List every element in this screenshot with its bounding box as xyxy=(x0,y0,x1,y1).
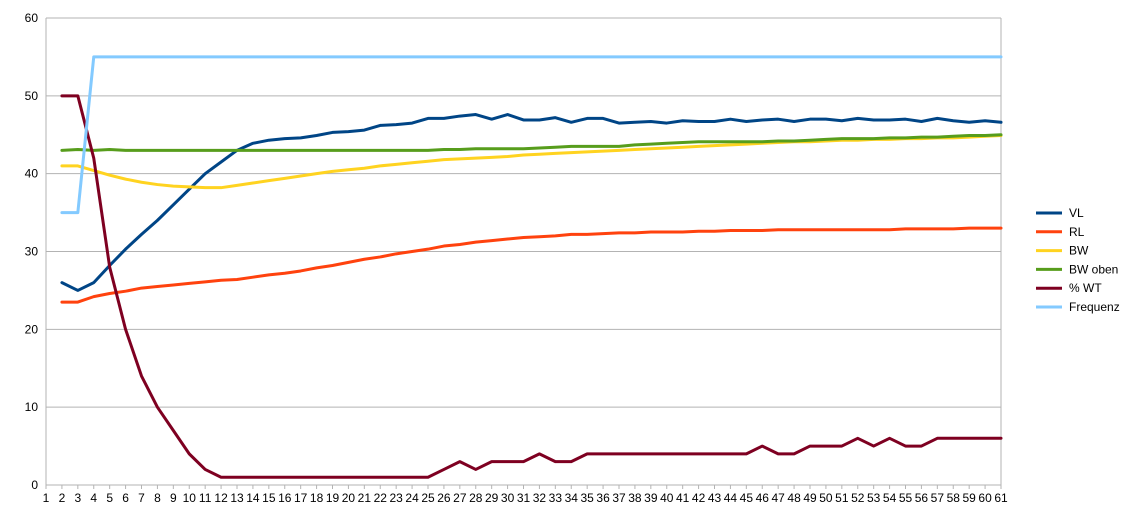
x-tick-label: 20 xyxy=(342,491,356,505)
series-group xyxy=(60,55,1003,479)
x-tick-label: 2 xyxy=(59,491,66,505)
x-tick-label: 13 xyxy=(230,491,244,505)
x-tick-label: 4 xyxy=(90,491,97,505)
x-tick-label: 40 xyxy=(660,491,674,505)
series-line-wt xyxy=(60,94,1003,479)
axes xyxy=(45,18,1002,489)
y-tick-label: 60 xyxy=(25,11,39,25)
x-tick-label: 12 xyxy=(214,491,228,505)
x-tick-label: 44 xyxy=(724,491,738,505)
x-tick-label: 59 xyxy=(962,491,976,505)
x-tick-label: 5 xyxy=(106,491,113,505)
x-tick-label: 27 xyxy=(453,491,467,505)
x-tick-label: 49 xyxy=(803,491,817,505)
x-tick-label: 16 xyxy=(278,491,292,505)
x-tick-label: 60 xyxy=(978,491,992,505)
x-tick-label: 26 xyxy=(437,491,451,505)
x-tick-label: 18 xyxy=(310,491,324,505)
x-tick-label: 58 xyxy=(947,491,961,505)
series-line-rl xyxy=(60,226,1003,304)
x-tick-label: 45 xyxy=(740,491,754,505)
y-tick-label: 10 xyxy=(25,400,39,414)
x-tick-label: 35 xyxy=(580,491,594,505)
legend-label-frequenz: Frequenz xyxy=(1069,300,1120,314)
x-tick-label: 28 xyxy=(469,491,483,505)
x-tick-label: 39 xyxy=(644,491,658,505)
x-tick-label: 9 xyxy=(170,491,177,505)
x-tick-label: 15 xyxy=(262,491,276,505)
x-tick-label: 47 xyxy=(771,491,785,505)
x-tick-label: 41 xyxy=(676,491,690,505)
x-tick-label: 42 xyxy=(692,491,706,505)
x-tick-label: 24 xyxy=(405,491,419,505)
x-tick-label: 29 xyxy=(485,491,499,505)
legend-label-wt: % WT xyxy=(1069,281,1102,295)
legend-label-bw: BW xyxy=(1069,244,1089,258)
x-tick-label: 46 xyxy=(756,491,770,505)
series-line-vl xyxy=(60,113,1003,292)
x-tick-label: 17 xyxy=(294,491,308,505)
x-tick-label: 25 xyxy=(421,491,435,505)
x-tick-label: 48 xyxy=(787,491,801,505)
y-axis-tick-labels: 0 10 20 30 40 50 60 xyxy=(25,11,39,492)
x-tick-label: 23 xyxy=(389,491,403,505)
x-tick-label: 1 xyxy=(43,491,50,505)
x-tick-label: 53 xyxy=(867,491,881,505)
x-tick-label: 56 xyxy=(915,491,929,505)
x-tick-label: 11 xyxy=(199,491,212,505)
x-tick-label: 33 xyxy=(549,491,563,505)
y-tick-label: 30 xyxy=(25,245,39,259)
x-tick-label: 32 xyxy=(533,491,547,505)
x-tick-label: 31 xyxy=(517,491,531,505)
legend-label-vl: VL xyxy=(1069,206,1084,220)
y-tick-label: 40 xyxy=(25,167,39,181)
y-tick-label: 50 xyxy=(25,89,39,103)
x-axis-tick-labels: 1 2 3 4 5 6 7 8 9 10 11 12 13 14 15 16 17 18 19 20 21 22 23 24 2… xyxy=(43,491,1008,505)
series-line-frequenz xyxy=(60,55,1003,215)
x-tick-label: 21 xyxy=(358,491,372,505)
x-tick-label: 8 xyxy=(154,491,161,505)
x-tick-label: 10 xyxy=(183,491,197,505)
x-tick-label: 55 xyxy=(899,491,913,505)
series-line-bw xyxy=(60,134,1003,190)
x-tick-label: 61 xyxy=(994,491,1008,505)
x-tick-label: 7 xyxy=(138,491,145,505)
x-tick-label: 6 xyxy=(122,491,129,505)
x-tick-label: 22 xyxy=(374,491,388,505)
x-tick-label: 30 xyxy=(501,491,515,505)
x-tick-label: 14 xyxy=(246,491,260,505)
x-tick-label: 38 xyxy=(628,491,642,505)
x-tick-label: 43 xyxy=(708,491,722,505)
legend-label-rl: RL xyxy=(1069,225,1085,239)
gridlines xyxy=(46,17,1001,486)
x-tick-label: 54 xyxy=(883,491,897,505)
x-tick-label: 3 xyxy=(74,491,81,505)
x-tick-label: 34 xyxy=(565,491,579,505)
x-tick-label: 50 xyxy=(819,491,833,505)
y-tick-label: 20 xyxy=(25,322,39,336)
legend: VL RL BW BW oben % WT Frequenz xyxy=(1036,206,1120,314)
x-tick-label: 51 xyxy=(835,491,849,505)
x-tick-label: 19 xyxy=(326,491,340,505)
x-tick-label: 57 xyxy=(931,491,945,505)
x-tick-label: 52 xyxy=(851,491,865,505)
legend-label-bw-oben: BW oben xyxy=(1069,262,1118,276)
x-tick-label: 37 xyxy=(612,491,626,505)
series-line-bw-oben xyxy=(60,133,1003,152)
x-tick-label: 36 xyxy=(596,491,610,505)
y-tick-label: 0 xyxy=(31,478,38,492)
